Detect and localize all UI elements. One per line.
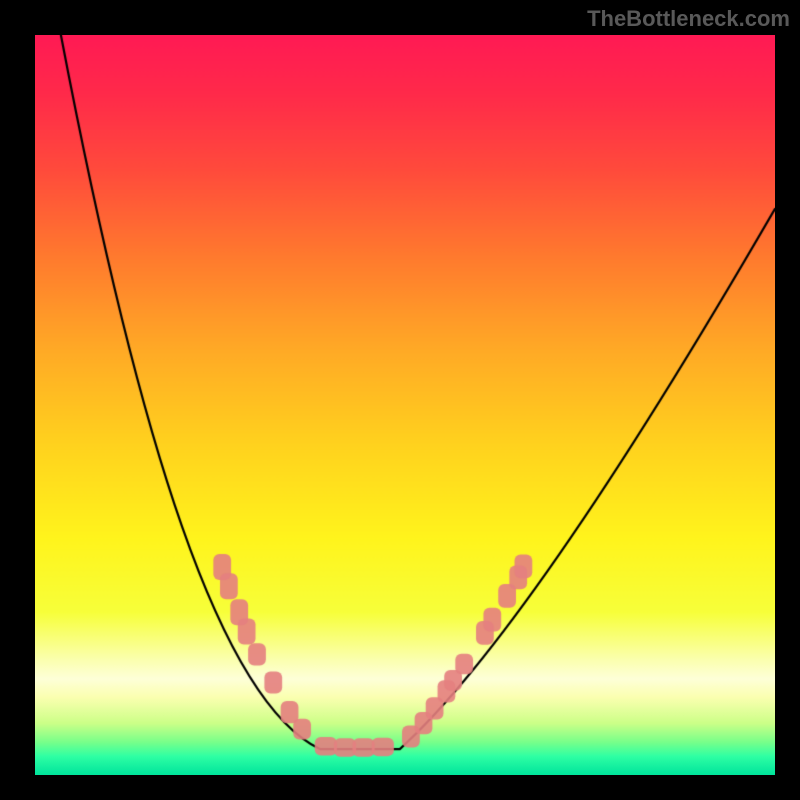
chart-frame: TheBottleneck.com	[0, 0, 800, 800]
watermark-label: TheBottleneck.com	[587, 6, 790, 32]
gradient-plot-canvas	[35, 35, 775, 775]
